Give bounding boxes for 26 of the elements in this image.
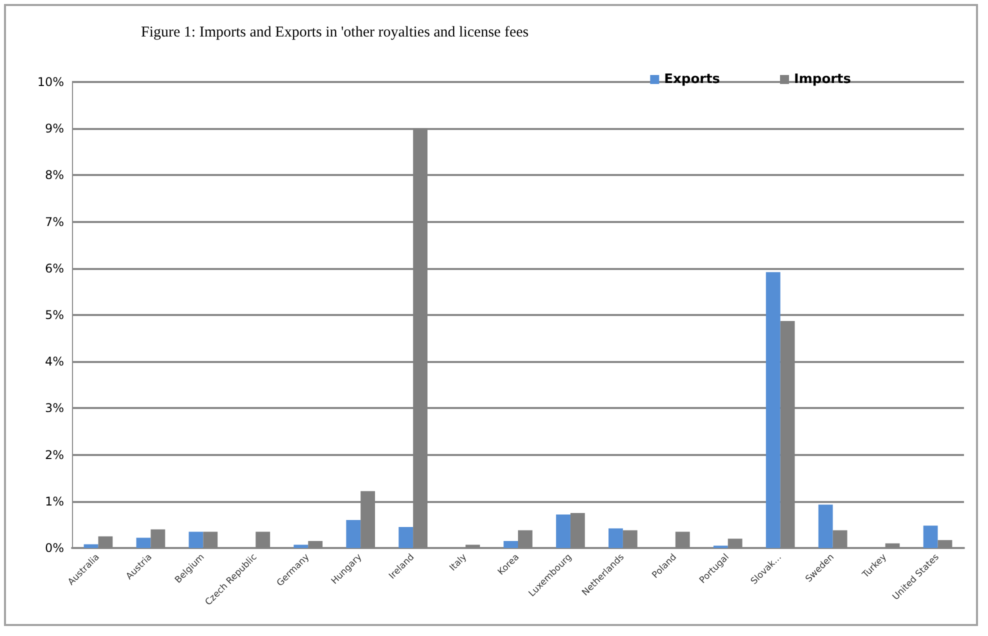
bar [136,538,151,548]
legend-label: Imports [794,72,852,87]
y-tick-label: 3% [44,401,64,416]
chart-title: Figure 1: Imports and Exports in 'other royalties and license fees [141,24,529,40]
bar [818,504,833,548]
bar [188,532,204,548]
bar [608,528,623,548]
y-tick-label: 10% [37,75,64,89]
y-tick-label: 1% [44,494,64,508]
y-tick-label: 0% [44,541,64,555]
y-tick-label: 8% [44,168,64,182]
y-tick-label: 2% [44,448,64,462]
y-tick-label: 5% [44,308,64,322]
y-tick-label: 7% [44,214,64,229]
bar [294,544,308,548]
bar [84,544,98,548]
bar [766,272,780,548]
y-tick-label: 4% [44,354,64,369]
legend-label: Exports [664,72,720,87]
y-tick-label: 9% [44,122,64,136]
bar [504,541,518,548]
bar [923,526,938,548]
bar [398,527,414,548]
bar [556,514,570,548]
bar [346,520,361,548]
y-tick-label: 6% [44,261,64,276]
